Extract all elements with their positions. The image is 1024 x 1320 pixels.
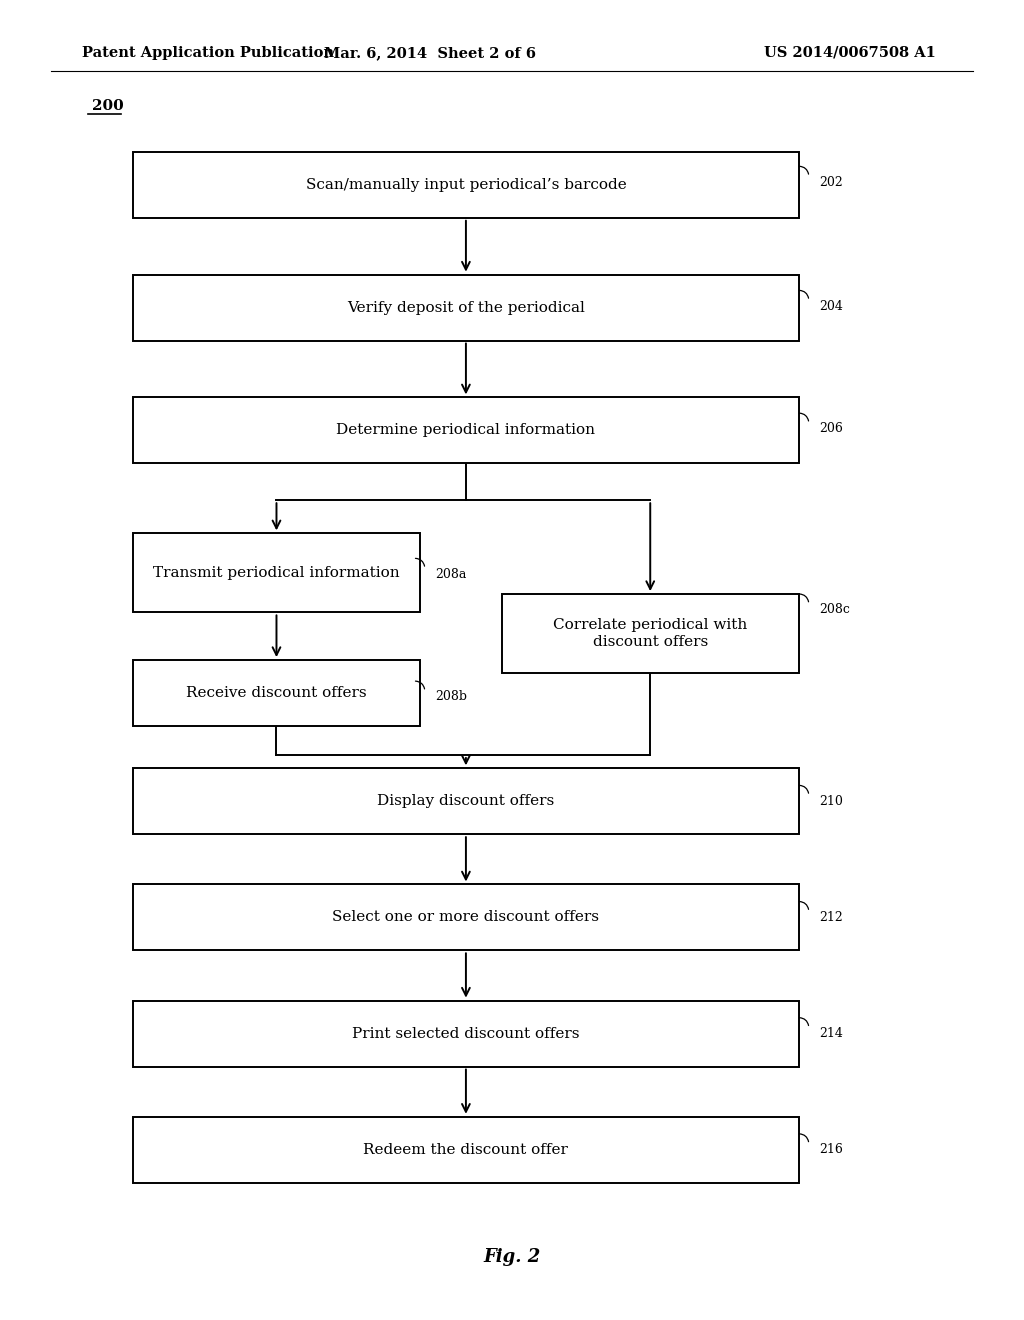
Text: 208b: 208b xyxy=(435,690,467,704)
Text: Verify deposit of the periodical: Verify deposit of the periodical xyxy=(347,301,585,314)
FancyBboxPatch shape xyxy=(133,275,799,341)
Text: 214: 214 xyxy=(819,1027,843,1040)
Text: Correlate periodical with
discount offers: Correlate periodical with discount offer… xyxy=(553,619,748,648)
FancyBboxPatch shape xyxy=(133,1117,799,1183)
Text: 212: 212 xyxy=(819,911,843,924)
Text: Mar. 6, 2014  Sheet 2 of 6: Mar. 6, 2014 Sheet 2 of 6 xyxy=(324,46,537,59)
Text: US 2014/0067508 A1: US 2014/0067508 A1 xyxy=(764,46,936,59)
FancyBboxPatch shape xyxy=(133,533,420,612)
Text: Patent Application Publication: Patent Application Publication xyxy=(82,46,334,59)
Text: Receive discount offers: Receive discount offers xyxy=(186,686,367,700)
Text: 200: 200 xyxy=(92,99,124,112)
Text: 204: 204 xyxy=(819,300,843,313)
Text: 208c: 208c xyxy=(819,603,850,616)
Text: 216: 216 xyxy=(819,1143,843,1156)
FancyBboxPatch shape xyxy=(133,1001,799,1067)
Text: 208a: 208a xyxy=(435,568,467,581)
Text: Redeem the discount offer: Redeem the discount offer xyxy=(364,1143,568,1156)
Text: Fig. 2: Fig. 2 xyxy=(483,1247,541,1266)
FancyBboxPatch shape xyxy=(502,594,799,673)
Text: Scan/manually input periodical’s barcode: Scan/manually input periodical’s barcode xyxy=(305,178,627,191)
Text: Transmit periodical information: Transmit periodical information xyxy=(154,566,399,579)
Text: 206: 206 xyxy=(819,422,843,436)
Text: 210: 210 xyxy=(819,795,843,808)
Text: Determine periodical information: Determine periodical information xyxy=(337,424,595,437)
Text: Select one or more discount offers: Select one or more discount offers xyxy=(333,911,599,924)
FancyBboxPatch shape xyxy=(133,768,799,834)
FancyBboxPatch shape xyxy=(133,884,799,950)
FancyBboxPatch shape xyxy=(133,397,799,463)
Text: Display discount offers: Display discount offers xyxy=(377,795,555,808)
FancyBboxPatch shape xyxy=(133,660,420,726)
FancyBboxPatch shape xyxy=(133,152,799,218)
Text: 202: 202 xyxy=(819,176,843,189)
Text: Print selected discount offers: Print selected discount offers xyxy=(352,1027,580,1040)
